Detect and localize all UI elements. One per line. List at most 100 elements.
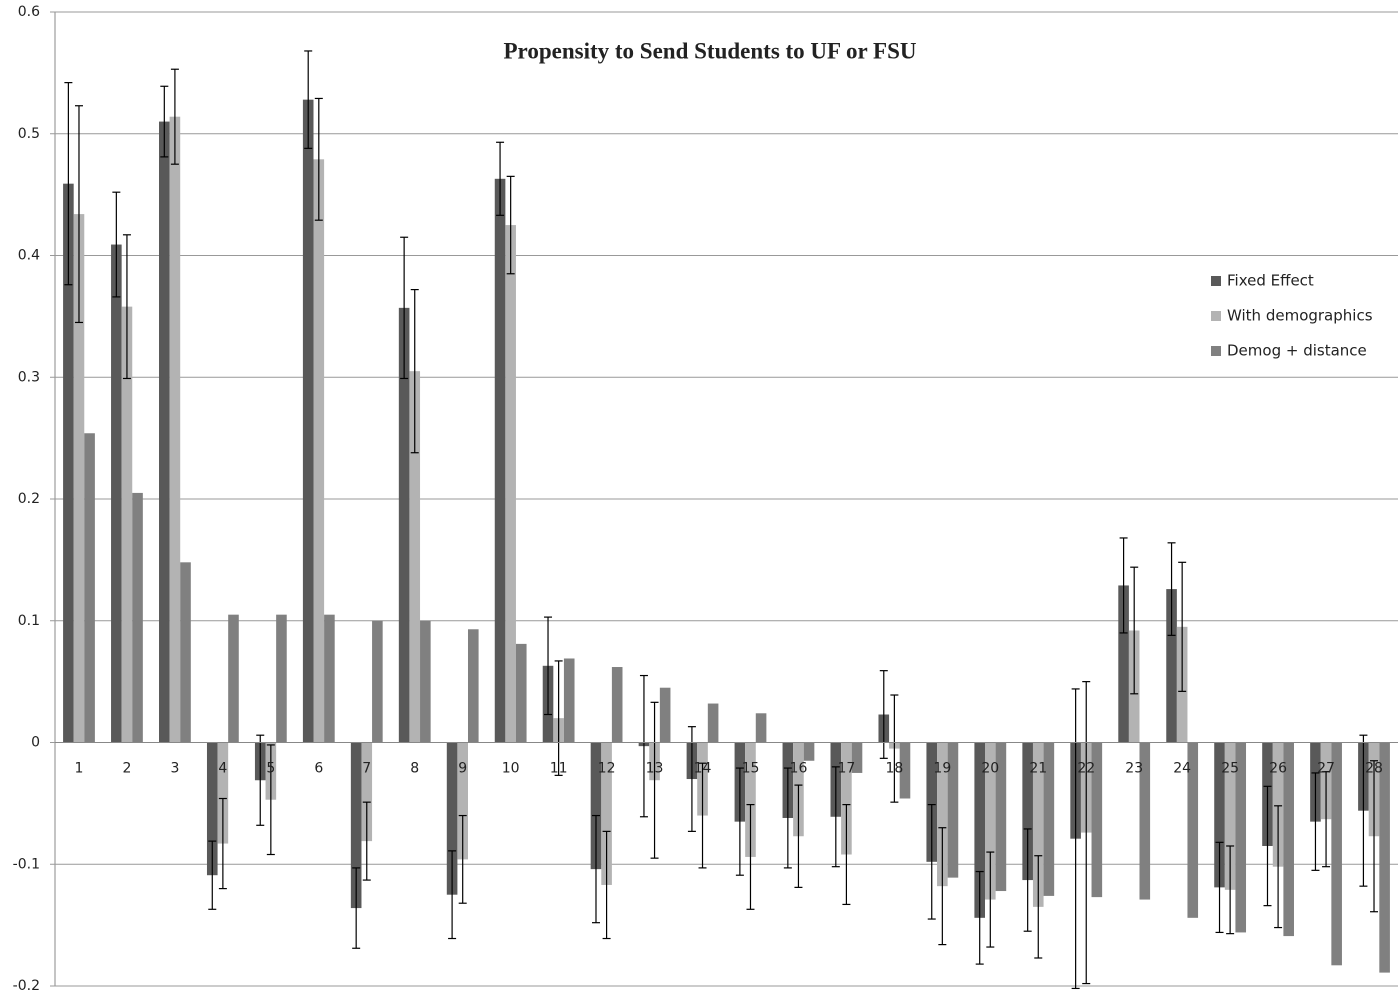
bar [324, 614, 335, 743]
error-bar [1130, 566, 1139, 695]
error-bar [448, 850, 457, 940]
bar [1022, 742, 1033, 881]
bar [1331, 742, 1342, 966]
bar [1379, 742, 1390, 973]
x-tick-label: 13 [646, 761, 664, 777]
error-bar [842, 803, 851, 906]
error-bar [879, 670, 888, 759]
y-tick-label: 0.4 [18, 248, 40, 264]
x-tick-label: 2 [122, 761, 131, 777]
bar [159, 121, 170, 743]
bar [851, 742, 863, 773]
y-tick-label: 0.1 [18, 613, 40, 629]
bar [899, 742, 911, 799]
bar [841, 742, 852, 855]
error-bar [1167, 542, 1176, 636]
error-bar [554, 660, 563, 776]
bar [707, 703, 719, 743]
x-tick-label: 27 [1317, 761, 1335, 777]
x-tick-label: 24 [1173, 761, 1191, 777]
error-bar [1311, 772, 1320, 871]
x-tick-label: 3 [170, 761, 179, 777]
error-bar [650, 701, 659, 859]
error-bar [1023, 828, 1032, 932]
error-bar [74, 105, 83, 324]
legend-label: Fixed Effect [1227, 272, 1314, 290]
bar [611, 667, 623, 743]
x-tick-label: 19 [933, 761, 951, 777]
bar [505, 225, 516, 743]
error-bar [735, 767, 744, 876]
bar [1091, 742, 1103, 898]
bar [601, 742, 612, 885]
legend-swatch [1211, 311, 1221, 321]
error-bar [410, 288, 419, 454]
bar [217, 742, 229, 844]
error-bar [986, 851, 995, 948]
x-tick-label: 12 [598, 761, 616, 777]
bar [1187, 742, 1199, 918]
error-bar [112, 191, 121, 298]
bar [494, 178, 506, 743]
error-bar [938, 827, 947, 946]
error-bar [352, 867, 361, 949]
bar [276, 614, 287, 743]
error-bar [458, 814, 467, 904]
bar [302, 99, 314, 743]
bar [1032, 742, 1044, 907]
x-tick-label: 15 [742, 761, 760, 777]
bar [985, 742, 996, 900]
error-bar [1034, 855, 1043, 959]
error-bar [1119, 537, 1128, 634]
bar [361, 742, 373, 842]
bar [937, 742, 948, 887]
bar [372, 620, 383, 743]
bar [1272, 742, 1284, 867]
error-bar [746, 803, 755, 910]
error-bar [314, 97, 323, 221]
chart-title: Propensity to Send Students to UF or FSU [504, 38, 917, 63]
bar [398, 307, 410, 743]
error-bar [831, 766, 840, 868]
error-bar [218, 797, 227, 890]
x-tick-label: 14 [694, 761, 712, 777]
x-tick-label: 16 [790, 761, 808, 777]
bar [467, 629, 479, 743]
error-bar [602, 830, 611, 940]
x-tick-label: 26 [1269, 761, 1287, 777]
bar [659, 687, 671, 743]
x-tick-label: 28 [1365, 761, 1383, 777]
error-bar [927, 803, 936, 920]
error-bar [639, 674, 648, 818]
x-tick-label: 6 [314, 761, 323, 777]
error-bar [362, 801, 371, 881]
bar [1224, 742, 1236, 890]
error-bar [1322, 771, 1331, 868]
bar [180, 562, 191, 743]
bar [755, 713, 767, 743]
bar [84, 433, 95, 743]
error-bar [122, 234, 131, 380]
x-tick-label: 1 [75, 761, 84, 777]
y-tick-label: 0.5 [18, 126, 40, 142]
bar [1118, 585, 1129, 743]
bar [313, 159, 325, 743]
bar [1235, 742, 1247, 933]
y-tick-label: -0.1 [13, 856, 40, 872]
bar [446, 742, 458, 895]
bar [1214, 742, 1225, 888]
x-tick-label: 17 [837, 761, 855, 777]
error-bar [890, 694, 899, 803]
x-tick-label: 21 [1029, 761, 1047, 777]
x-tick-label: 4 [218, 761, 227, 777]
bar [73, 214, 85, 743]
error-bar [208, 840, 217, 910]
bar [563, 658, 575, 743]
bar [947, 742, 959, 878]
error-bar [1215, 841, 1224, 934]
legend-label: Demog + distance [1227, 342, 1367, 360]
error-bar [160, 85, 169, 158]
error-bar [1370, 760, 1379, 913]
error-bar [400, 236, 409, 380]
